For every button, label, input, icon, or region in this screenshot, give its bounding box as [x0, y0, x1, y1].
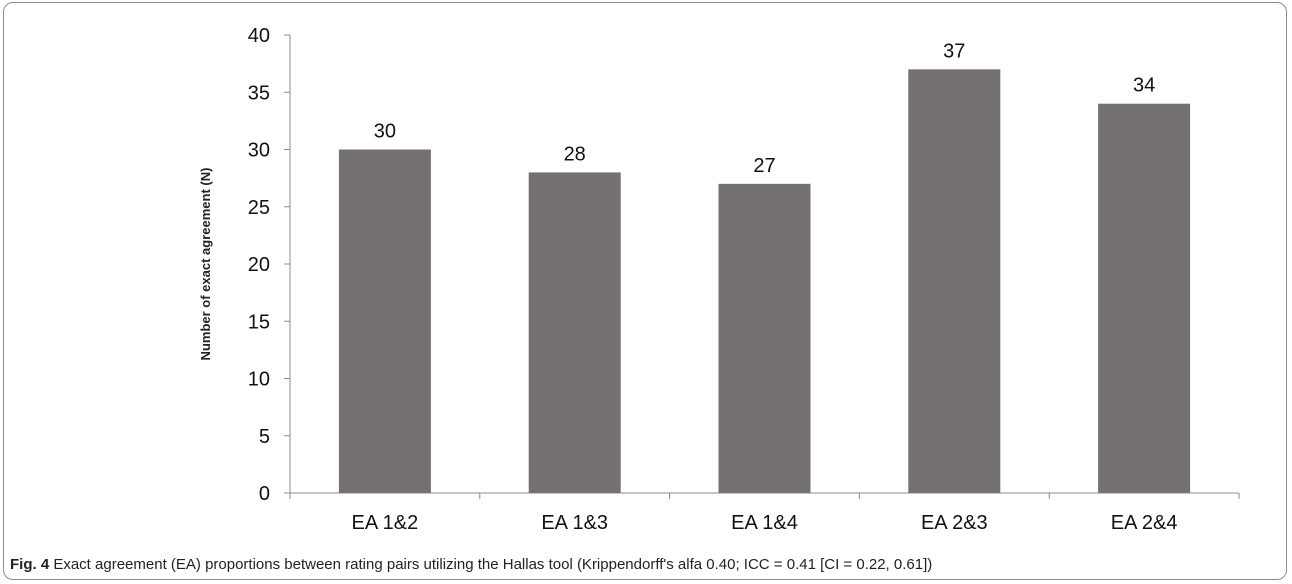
bar-value-label: 34 [1133, 75, 1155, 97]
y-tick-label: 25 [248, 197, 270, 219]
bars-group: 30 28 27 37 34 [338, 40, 1191, 493]
bar-chart: 0 5 10 15 20 25 30 35 40 EA 1&2 EA 1&3 EA 1&4 EA 2&… [198, 25, 1240, 534]
bar [718, 183, 811, 493]
x-category-label: EA 2&3 [921, 512, 988, 534]
x-category-label: EA 2&4 [1111, 512, 1178, 534]
caption-label: Fig. 4 [10, 556, 50, 573]
bar [528, 172, 621, 493]
bar [1098, 103, 1191, 493]
bar-value-label: 28 [564, 143, 586, 165]
figure-frame [3, 2, 1287, 580]
caption-text: Exact agreement (EA) proportions between… [49, 556, 933, 573]
x-category-label: EA 1&3 [541, 512, 608, 534]
bar-value-label: 27 [753, 155, 775, 177]
x-axis: EA 1&2 EA 1&3 EA 1&4 EA 2&3 EA 2&4 [289, 492, 1240, 534]
x-category-label: EA 1&4 [731, 512, 798, 534]
bar [338, 149, 431, 493]
y-tick-label: 5 [259, 426, 270, 448]
y-tick-label: 10 [248, 369, 270, 391]
bar [908, 69, 1001, 493]
y-tick-label: 20 [248, 254, 270, 276]
bar-value-label: 37 [943, 40, 965, 62]
y-axis: 0 5 10 15 20 25 30 35 40 [248, 25, 291, 505]
y-axis-label: Number of exact agreement (N) [198, 168, 213, 361]
y-tick-label: 40 [248, 25, 270, 47]
y-tick-label: 0 [259, 483, 270, 505]
y-tick-label: 35 [248, 82, 270, 104]
figure-caption: Fig. 4 Exact agreement (EA) proportions … [10, 556, 1280, 573]
y-tick-label: 15 [248, 311, 270, 333]
bar-value-label: 30 [374, 121, 396, 143]
x-category-label: EA 1&2 [352, 512, 419, 534]
y-tick-label: 30 [248, 140, 270, 162]
